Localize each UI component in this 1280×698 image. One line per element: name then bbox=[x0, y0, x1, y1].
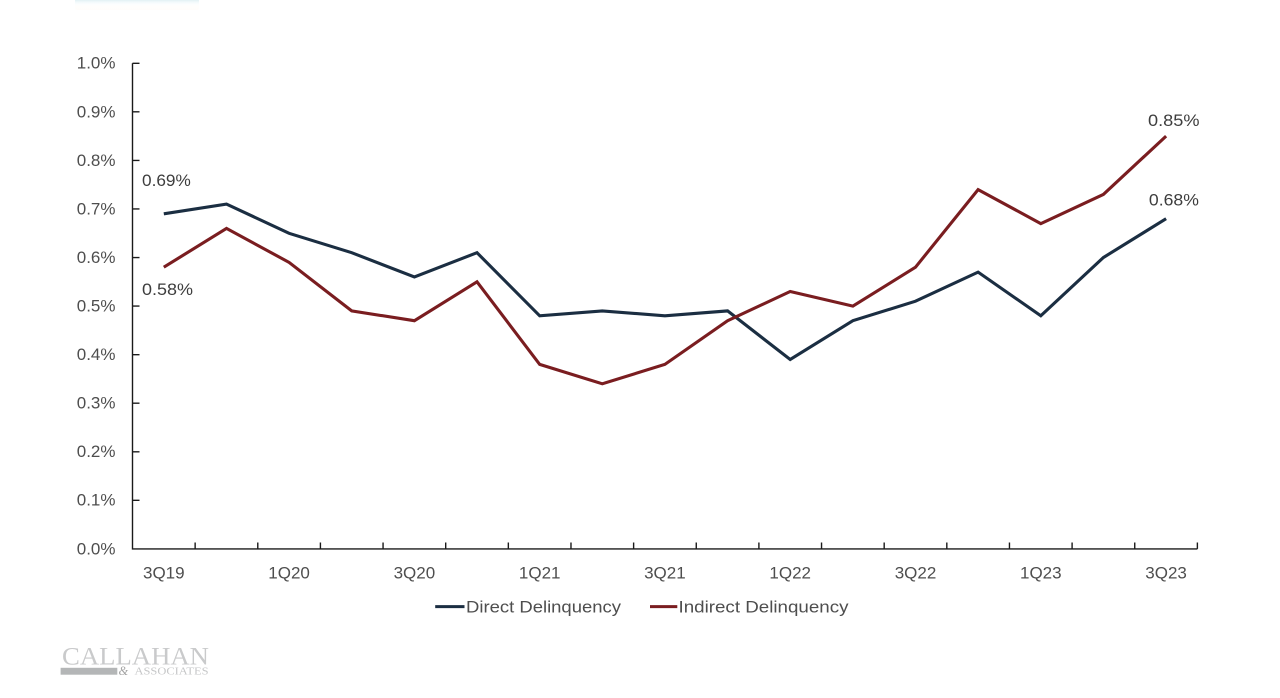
svg-text:0.0%: 0.0% bbox=[77, 539, 116, 558]
svg-text:1Q22: 1Q22 bbox=[769, 564, 811, 583]
svg-text:0.68%: 0.68% bbox=[1149, 191, 1199, 210]
svg-text:3Q23: 3Q23 bbox=[1145, 564, 1187, 583]
svg-text:1Q20: 1Q20 bbox=[268, 564, 310, 583]
svg-text:0.58%: 0.58% bbox=[142, 280, 193, 299]
svg-text:CALLAHAN: CALLAHAN bbox=[62, 641, 209, 670]
svg-text:0.4%: 0.4% bbox=[77, 345, 116, 364]
svg-text:0.5%: 0.5% bbox=[77, 297, 116, 316]
svg-text:0.7%: 0.7% bbox=[77, 199, 116, 218]
svg-text:1Q23: 1Q23 bbox=[1020, 564, 1062, 583]
svg-text:3Q22: 3Q22 bbox=[895, 564, 937, 583]
svg-text:0.69%: 0.69% bbox=[142, 171, 191, 190]
svg-text:Direct Delinquency: Direct Delinquency bbox=[466, 598, 622, 617]
svg-text:ASSOCIATES: ASSOCIATES bbox=[135, 667, 209, 678]
svg-text:3Q21: 3Q21 bbox=[644, 564, 686, 583]
svg-text:0.3%: 0.3% bbox=[77, 394, 116, 413]
svg-text:Indirect Delinquency: Indirect Delinquency bbox=[679, 598, 850, 617]
svg-text:0.1%: 0.1% bbox=[77, 491, 116, 510]
svg-text:3Q19: 3Q19 bbox=[143, 564, 185, 583]
svg-text:0.9%: 0.9% bbox=[77, 102, 116, 121]
svg-text:0.85%: 0.85% bbox=[1148, 111, 1200, 130]
svg-text:1Q21: 1Q21 bbox=[519, 564, 561, 583]
svg-text:0.6%: 0.6% bbox=[77, 248, 116, 267]
svg-text:&: & bbox=[119, 664, 129, 678]
svg-text:0.2%: 0.2% bbox=[77, 442, 116, 461]
svg-text:3Q20: 3Q20 bbox=[394, 564, 436, 583]
svg-text:1.0%: 1.0% bbox=[77, 54, 116, 73]
svg-text:0.8%: 0.8% bbox=[77, 151, 116, 170]
